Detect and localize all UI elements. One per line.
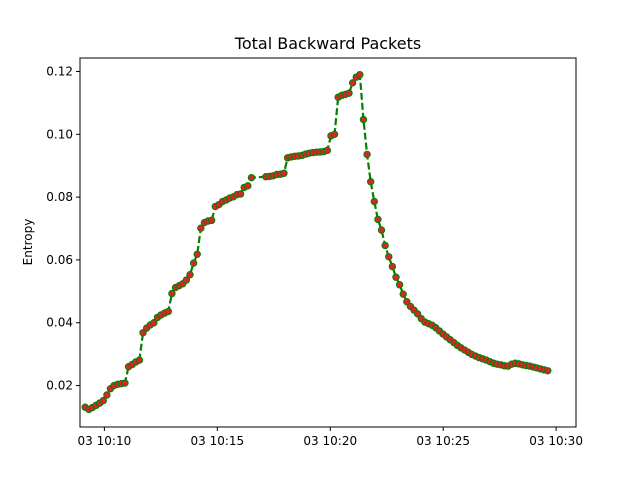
x-tick-label: 03 10:10 — [78, 434, 132, 448]
data-point — [193, 250, 201, 258]
chart-title: Total Backward Packets — [234, 34, 421, 53]
data-point — [207, 216, 216, 225]
data-point — [121, 379, 129, 387]
data-point — [348, 79, 357, 87]
y-axis-ticks: 0.02 0.04 0.06 0.08 0.10 0.12 — [46, 65, 80, 393]
data-point — [345, 89, 353, 97]
data-point — [381, 241, 389, 250]
data-point — [377, 226, 386, 234]
data-point — [413, 310, 422, 318]
data-point — [164, 307, 173, 316]
y-tick-label: 0.04 — [46, 316, 73, 330]
y-tick-label: 0.12 — [46, 65, 73, 79]
data-point — [150, 319, 158, 327]
data-point — [186, 270, 194, 279]
data-point — [392, 273, 400, 281]
x-tick-label: 03 10:25 — [416, 434, 470, 448]
data-point — [366, 178, 375, 186]
data-point — [544, 367, 552, 375]
data-point — [189, 259, 198, 267]
data-point — [168, 289, 176, 298]
data-point — [135, 356, 144, 364]
data-point — [236, 190, 245, 198]
data-point — [244, 182, 252, 190]
data-point — [399, 290, 407, 298]
data-point — [374, 215, 382, 224]
y-tick-label: 0.06 — [46, 253, 73, 267]
x-tick-label: 03 10:30 — [529, 434, 583, 448]
data-point — [139, 329, 147, 337]
data-point — [103, 391, 111, 399]
y-tick-label: 0.08 — [46, 190, 73, 204]
data-point — [395, 281, 404, 289]
data-point — [280, 169, 288, 177]
series-layer — [81, 70, 552, 414]
y-tick-label: 0.02 — [46, 379, 73, 393]
x-tick-label: 03 10:15 — [190, 434, 244, 448]
data-point — [385, 253, 393, 261]
data-point — [330, 130, 339, 139]
x-tick-label: 03 10:20 — [303, 434, 357, 448]
y-axis-label: Entropy — [21, 219, 35, 266]
data-point — [359, 115, 368, 124]
plot-frame — [79, 57, 577, 428]
plot-area — [80, 58, 576, 427]
y-tick-label: 0.10 — [46, 127, 73, 141]
data-point — [356, 70, 364, 79]
data-point — [363, 150, 371, 159]
data-point — [370, 197, 378, 206]
data-point — [323, 146, 332, 155]
x-axis-ticks: 03 10:10 03 10:15 03 10:20 03 10:25 03 10:30 — [78, 427, 583, 448]
data-point — [403, 298, 411, 306]
data-point — [99, 396, 107, 405]
data-point — [197, 224, 205, 232]
data-point — [182, 276, 191, 284]
data-point — [388, 262, 397, 271]
data-point — [247, 173, 256, 182]
